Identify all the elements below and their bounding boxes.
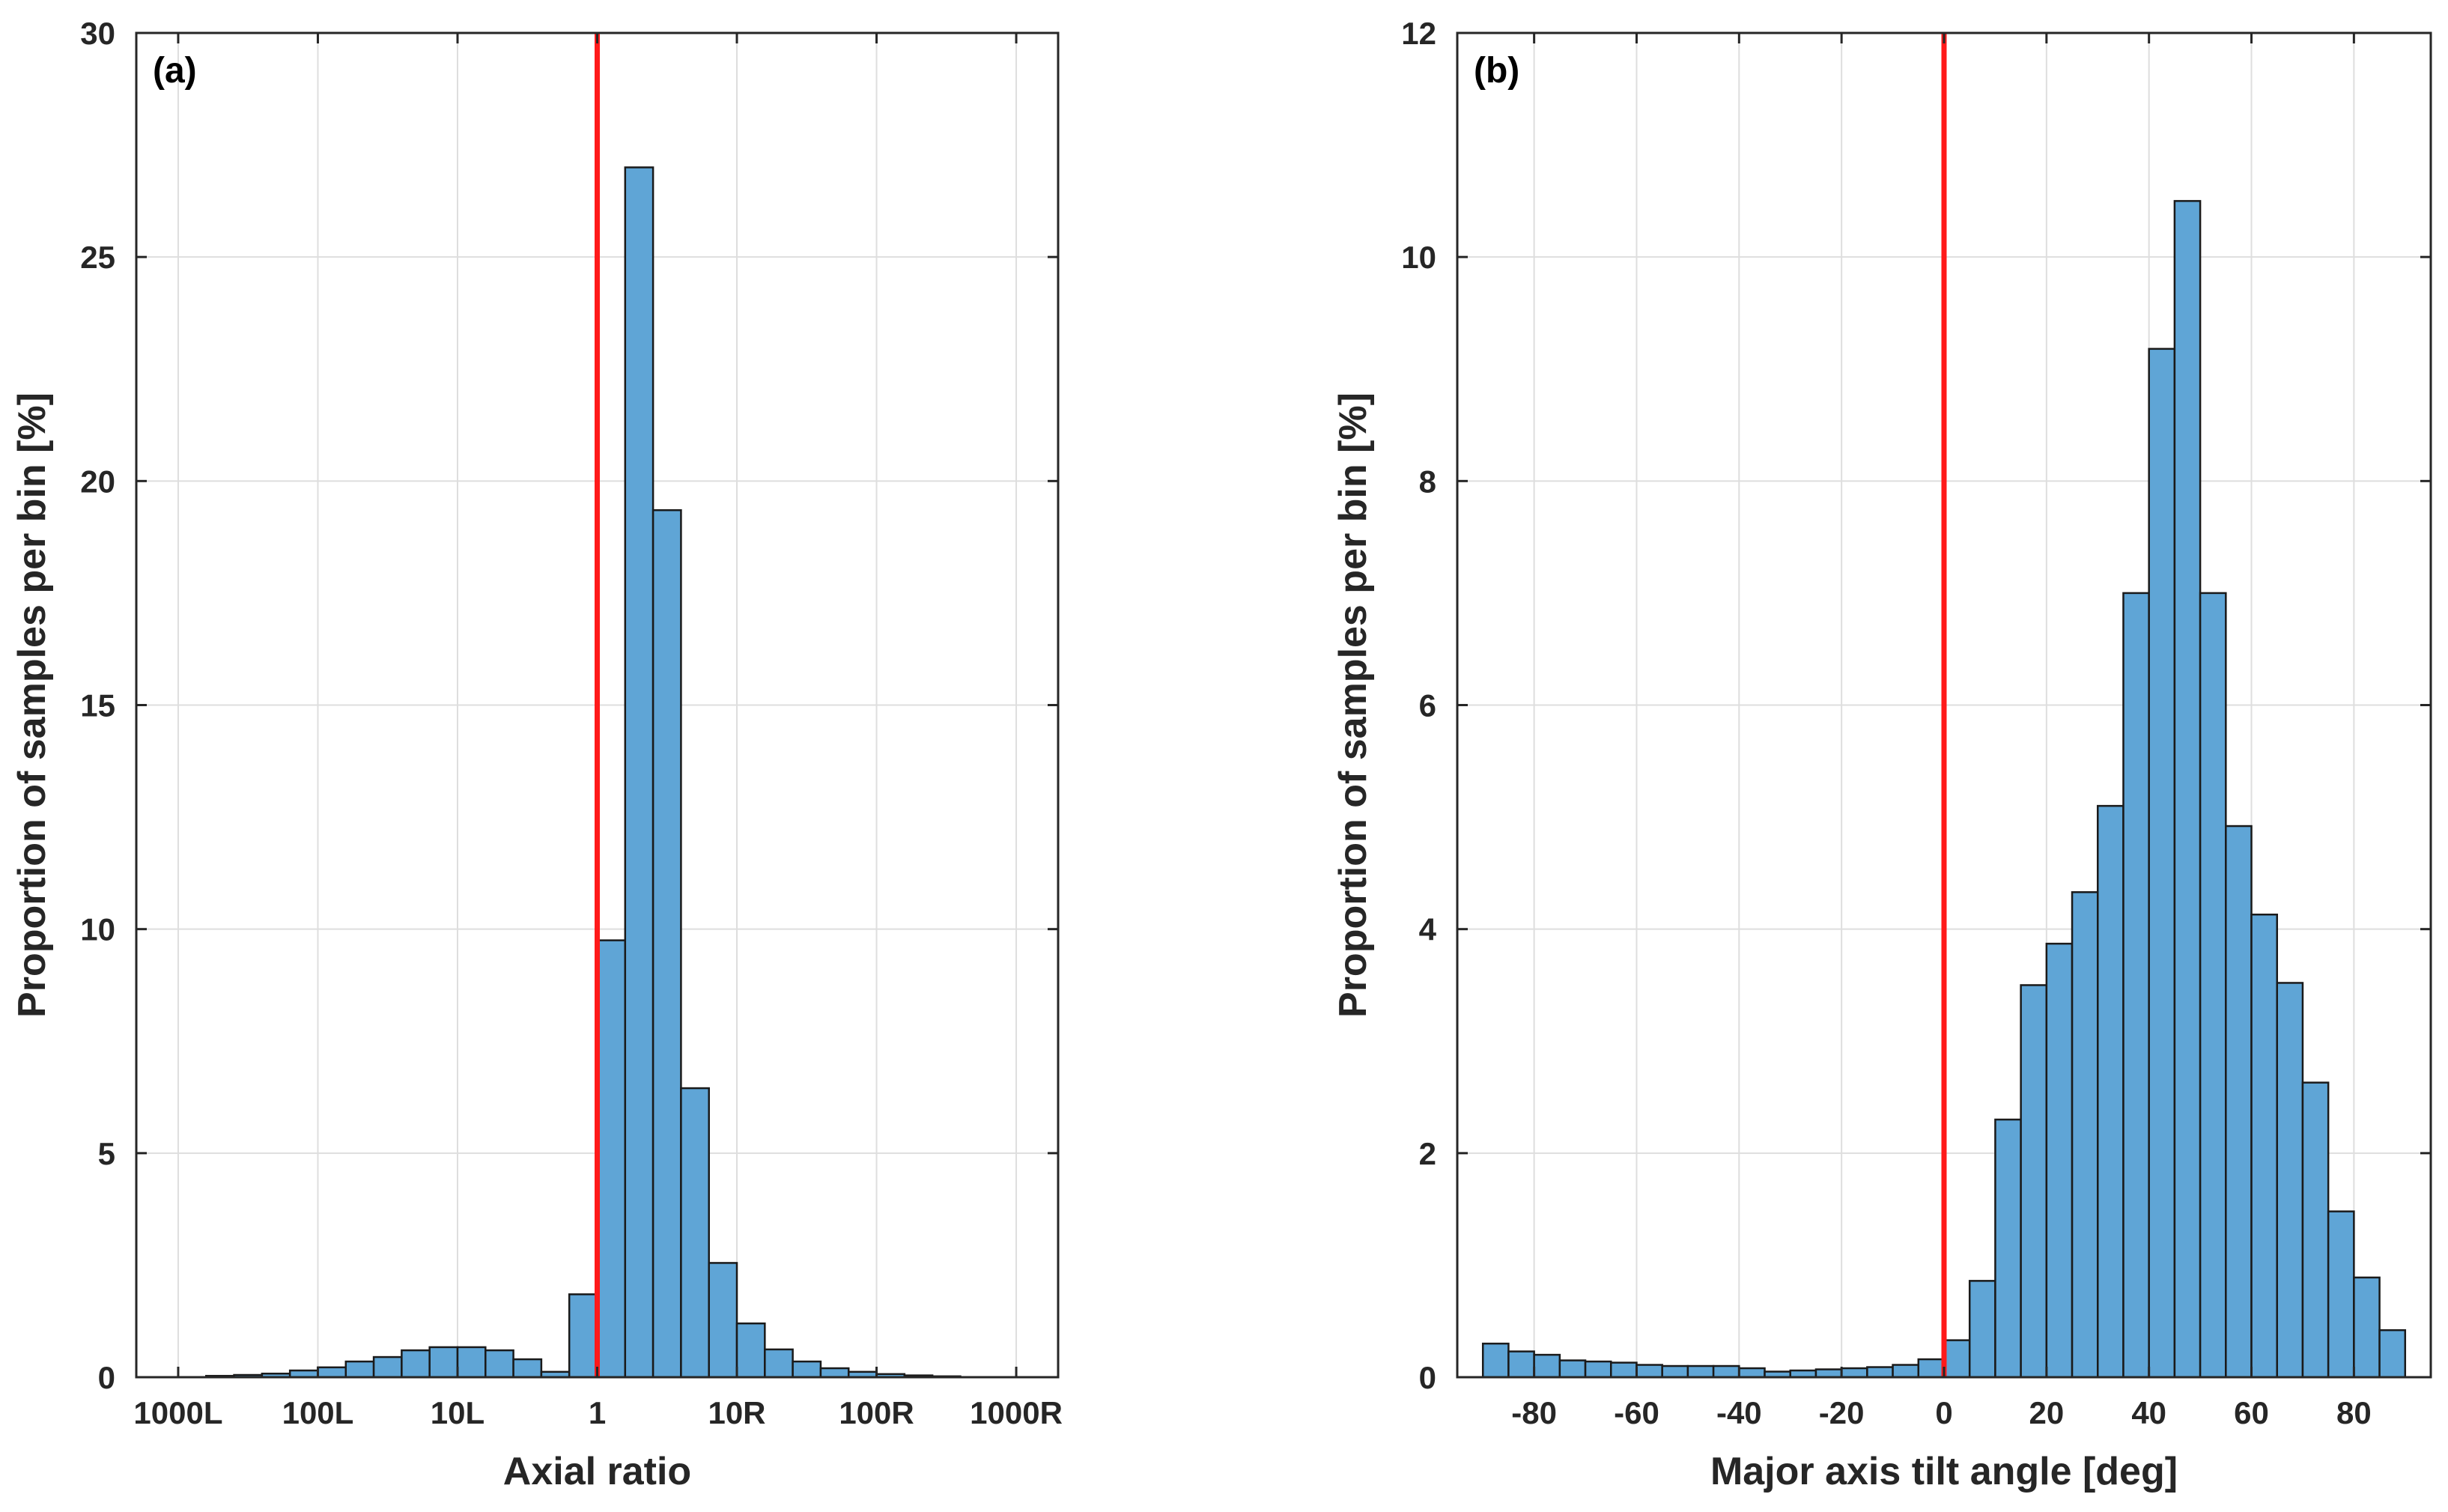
chart-a-bar-9: [456, 1346, 487, 1379]
chart-b-xtick-label-2: -40: [1716, 1395, 1762, 1430]
chart-b-bar-0: [1481, 1342, 1510, 1379]
chart-b-bar-32: [2301, 1081, 2330, 1379]
chart-b-bar-16: [1892, 1364, 1920, 1379]
chart-b-bar-35: [2378, 1329, 2407, 1379]
chart-a-xtick-label-1: 100L: [282, 1395, 354, 1430]
chart-b-xtick-label-6: 40: [2131, 1395, 2166, 1430]
chart-a-x-axis-label: Axial ratio: [503, 1450, 691, 1493]
chart-b-bar-21: [2020, 984, 2048, 1379]
chart-a-bar-16: [652, 508, 682, 1379]
chart-a-bar-6: [372, 1355, 403, 1379]
chart-b-bar-4: [1584, 1360, 1612, 1379]
chart-b-bar-33: [2327, 1210, 2355, 1379]
chart-a-bar-8: [428, 1346, 459, 1379]
chart-a-bar-11: [512, 1358, 543, 1379]
chart-a-bar-7: [401, 1349, 431, 1379]
chart-b-ytick-label-2: 4: [1419, 912, 1437, 947]
chart-a-xtick-label-3: 1: [589, 1395, 606, 1430]
chart-a-ytick-label-2: 10: [80, 912, 115, 947]
chart-b-xtick-label-4: 0: [1935, 1395, 1952, 1430]
chart-b-bar-22: [2045, 942, 2074, 1379]
chart-b-bar-2: [1533, 1353, 1561, 1379]
chart-a-ytick-label-0: 0: [98, 1360, 115, 1395]
chart-a-bar-22: [819, 1367, 850, 1379]
chart-b-bar-3: [1558, 1359, 1587, 1379]
chart-b-ytick-label-5: 10: [1401, 240, 1436, 275]
chart-b-bar-5: [1610, 1361, 1638, 1379]
chart-b-xtick-label-5: 20: [2029, 1395, 2064, 1430]
chart-b-bar-29: [2225, 825, 2253, 1379]
chart-b-bar-26: [2148, 347, 2176, 1379]
chart-b-bar-6: [1635, 1364, 1663, 1379]
chart-a-bar-21: [792, 1360, 822, 1379]
chart-a-panel-label: (a): [153, 51, 197, 91]
chart-a-xtick-label-4: 10R: [708, 1395, 765, 1430]
chart-b-bar-1: [1507, 1350, 1535, 1379]
chart-a-bar-5: [344, 1360, 375, 1379]
chart-a-bar-19: [735, 1322, 766, 1379]
chart-b-bar-34: [2353, 1276, 2381, 1379]
chart-b-panel-label: (b): [1474, 51, 1519, 91]
histogram-panel-axial-ratio: 1000L 100L 10L 1 10R 100R 1000R 0 5 10 15 20 25 30 Axi…: [10, 16, 1063, 1493]
chart-b-y-axis-label: Proportion of samples per bin [%]: [1331, 392, 1375, 1018]
chart-a-bar-13: [568, 1293, 598, 1379]
chart-b-bar-24: [2097, 804, 2124, 1379]
chart-a-xtick-label-0: 1000L: [133, 1395, 222, 1430]
chart-b-ytick-label-4: 8: [1419, 464, 1436, 499]
histogram-panel-tilt-angle: -80 -60 -40 -20 0 20 40 60 80 0 2 4 6 8 10 12 Major axis…: [1331, 16, 2432, 1493]
chart-b-bar-9: [1712, 1364, 1740, 1379]
chart-b-xtick-label-1: -60: [1614, 1395, 1659, 1430]
chart-a-xtick-label-6: 1000R: [970, 1395, 1063, 1430]
chart-a-bar-10: [485, 1349, 514, 1379]
chart-b-xtick-label-8: 80: [2336, 1395, 2372, 1430]
chart-b-ytick-label-6: 12: [1401, 16, 1436, 51]
chart-b-xtick-label-7: 60: [2234, 1395, 2269, 1430]
chart-b-ytick-label-3: 6: [1419, 688, 1436, 723]
chart-a-bar-15: [624, 166, 654, 1379]
chart-b-x-axis-label: Major axis tilt angle [deg]: [1710, 1450, 2178, 1493]
chart-a-ytick-label-1: 5: [98, 1136, 115, 1171]
chart-b-bar-17: [1917, 1358, 1946, 1379]
chart-a-bar-20: [764, 1348, 794, 1379]
chart-b-bar-13: [1814, 1368, 1843, 1379]
chart-b-bar-18: [1943, 1339, 1971, 1379]
chart-a-ytick-label-5: 25: [80, 240, 115, 275]
chart-a-xtick-label-2: 10L: [431, 1395, 485, 1430]
chart-a-xtick-label-5: 100R: [839, 1395, 914, 1430]
chart-a-bar-14: [596, 939, 627, 1379]
chart-a-ytick-label-3: 15: [80, 688, 115, 723]
chart-b-xtick-label-0: -80: [1511, 1395, 1557, 1430]
chart-b-bar-25: [2122, 592, 2150, 1379]
chart-a-ytick-label-6: 30: [80, 16, 115, 51]
chart-b-ytick-label-0: 0: [1419, 1360, 1436, 1395]
chart-b-bar-8: [1686, 1364, 1715, 1379]
chart-b-ytick-label-1: 2: [1419, 1136, 1436, 1171]
chart-a-ytick-label-4: 20: [80, 464, 115, 499]
chart-b-bar-28: [2199, 592, 2227, 1379]
chart-a-bar-18: [708, 1262, 738, 1379]
chart-b-bar-20: [1994, 1118, 2022, 1379]
chart-b-bar-15: [1866, 1366, 1894, 1379]
chart-b-bar-19: [1968, 1280, 1996, 1379]
chart-a-y-axis-label: Proportion of samples per bin [%]: [10, 392, 54, 1018]
chart-b-bar-10: [1738, 1367, 1766, 1379]
chart-b-bar-14: [1840, 1367, 1868, 1379]
chart-a-bar-17: [680, 1087, 710, 1379]
chart-a-bar-4: [317, 1366, 347, 1379]
chart-b-bar-30: [2250, 913, 2278, 1379]
chart-b-bar-7: [1661, 1364, 1689, 1379]
chart-b-xtick-label-3: -20: [1819, 1395, 1865, 1430]
chart-b-bar-23: [2071, 891, 2099, 1379]
chart-b-bar-31: [2276, 982, 2304, 1379]
chart-b-bar-27: [2173, 200, 2202, 1379]
